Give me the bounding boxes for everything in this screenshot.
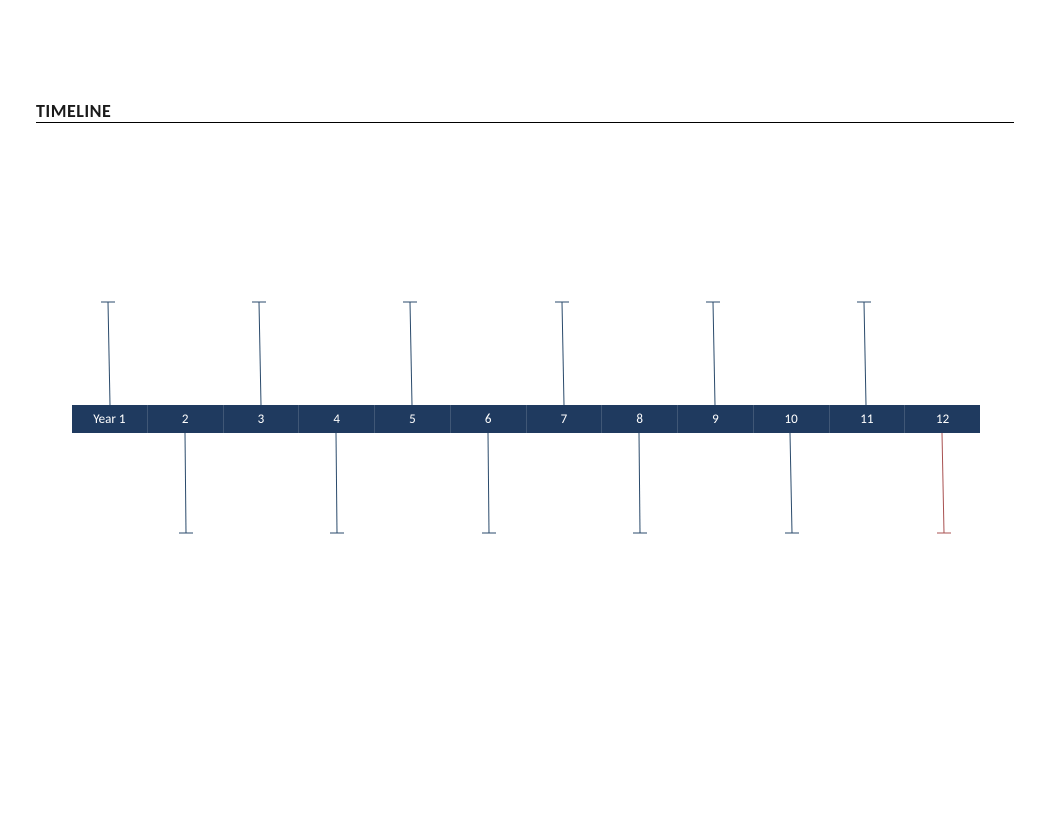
timeline-cell: 9 [678,405,754,433]
title-underline [36,122,1014,123]
timeline-cell: 11 [830,405,906,433]
timeline-cell: 7 [527,405,603,433]
timeline-cell: 4 [299,405,375,433]
timeline-bar: Year 123456789101112 [72,405,980,433]
timeline-cell: 10 [754,405,830,433]
timeline-cell: 12 [905,405,980,433]
timeline-cell: Year 1 [72,405,148,433]
timeline-cell: 3 [224,405,300,433]
timeline-cell: 5 [375,405,451,433]
timeline-cell: 2 [148,405,224,433]
timeline-cell: 6 [451,405,527,433]
timeline-cell: 8 [602,405,678,433]
page-title: TIMELINE [36,100,111,122]
